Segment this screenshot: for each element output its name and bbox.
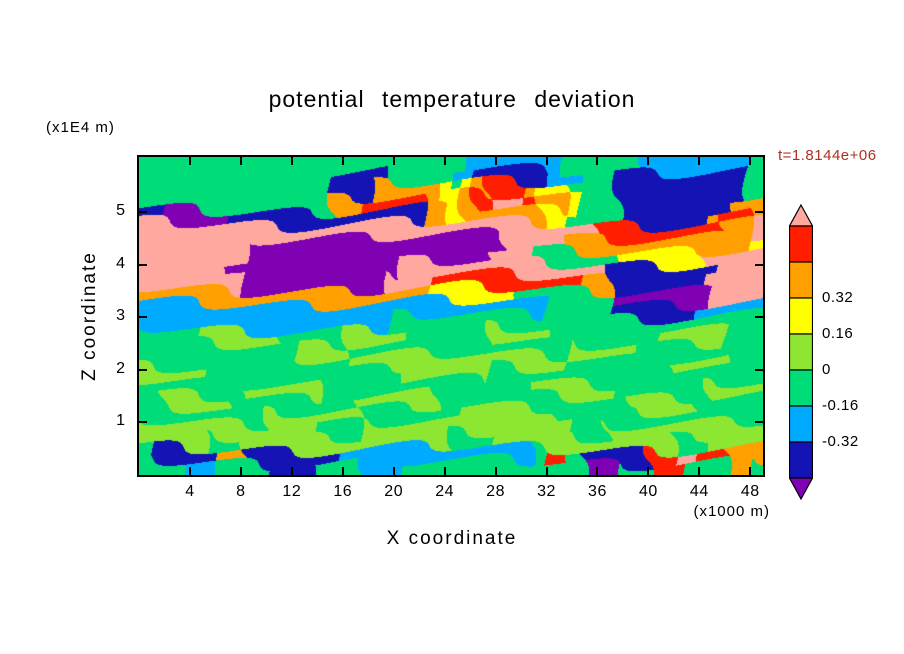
colorbar-label: -0.32	[822, 433, 859, 450]
tick-mark	[698, 157, 701, 165]
colorbar-label: 0.32	[822, 289, 854, 306]
x-tick-label: 8	[236, 483, 246, 500]
y-axis-unit-label: (x1E4 m)	[46, 119, 115, 136]
colorbar-svg	[789, 204, 813, 500]
plot-area	[137, 155, 765, 477]
tick-mark	[545, 157, 548, 165]
tick-mark	[596, 467, 599, 475]
tick-mark	[494, 467, 497, 475]
colorbar-label: 0.16	[822, 325, 854, 342]
x-tick-label: 24	[435, 483, 455, 500]
tick-mark	[755, 211, 763, 214]
x-tick-label: 20	[384, 483, 404, 500]
y-tick-label: 3	[116, 307, 125, 325]
x-tick-label: 4	[185, 483, 195, 500]
y-tick-label: 5	[116, 202, 125, 220]
tick-mark	[755, 263, 763, 266]
tick-mark	[392, 467, 395, 475]
tick-mark	[188, 467, 191, 475]
colorbar-segment	[789, 405, 813, 443]
x-tick-label: 36	[588, 483, 607, 500]
y-tick-labels: 1 2 3 4 5	[97, 157, 125, 475]
y-tick-label: 2	[116, 359, 125, 377]
tick-mark	[596, 157, 599, 165]
tick-mark	[647, 467, 650, 475]
y-tick-label: 4	[116, 254, 125, 272]
tick-mark	[290, 467, 293, 475]
time-annotation: t=1.8144e+06	[778, 147, 877, 164]
tick-mark	[494, 157, 497, 165]
x-tick-label: 44	[689, 483, 709, 500]
tick-mark	[139, 211, 147, 214]
tick-mark	[443, 467, 446, 475]
tick-mark	[755, 421, 763, 424]
colorbar-arrow-bottom	[789, 477, 813, 500]
tick-mark	[139, 421, 147, 424]
tick-mark	[749, 467, 752, 475]
colorbar-label: 0	[822, 361, 831, 378]
y-tick-label: 1	[116, 412, 125, 430]
tick-mark	[443, 157, 446, 165]
x-axis-label: X coordinate	[386, 528, 518, 549]
tick-mark	[139, 368, 147, 371]
x-tick-label: 12	[282, 483, 302, 500]
colorbar-segment	[789, 225, 813, 263]
tick-mark	[749, 157, 752, 165]
colorbar-segment	[789, 297, 813, 335]
tick-mark	[755, 368, 763, 371]
colorbar-segment	[789, 261, 813, 299]
colorbar-label: -0.16	[822, 397, 859, 414]
tick-mark	[239, 467, 242, 475]
tick-marks	[139, 157, 763, 475]
tick-mark	[341, 157, 344, 165]
tick-mark	[545, 467, 548, 475]
tick-mark	[139, 263, 147, 266]
contour-canvas	[139, 157, 763, 475]
tick-mark	[290, 157, 293, 165]
tick-mark	[698, 467, 701, 475]
colorbar-segment	[789, 441, 813, 479]
colorbar-labels: 0.32 0.16 0 -0.16 -0.32	[822, 204, 892, 500]
x-axis-unit-label: (x1000 m)	[693, 503, 770, 520]
tick-mark	[188, 157, 191, 165]
colorbar-segment	[789, 333, 813, 371]
colorbar-arrow-top	[789, 204, 813, 227]
x-tick-label: 40	[638, 483, 658, 500]
tick-mark	[647, 157, 650, 165]
colorbar-segment	[789, 369, 813, 407]
tick-mark	[392, 157, 395, 165]
tick-mark	[341, 467, 344, 475]
tick-mark	[139, 316, 147, 319]
tick-mark	[755, 316, 763, 319]
x-tick-label: 48	[740, 483, 760, 500]
tick-mark	[239, 157, 242, 165]
x-tick-label: 32	[537, 483, 556, 500]
x-tick-labels: 4 8 12 16 20 24 28 32 36 40 44 48	[139, 483, 763, 503]
x-tick-label: 28	[486, 483, 505, 500]
chart-title: potential temperature deviation	[268, 86, 636, 112]
x-tick-label: 16	[333, 483, 353, 500]
